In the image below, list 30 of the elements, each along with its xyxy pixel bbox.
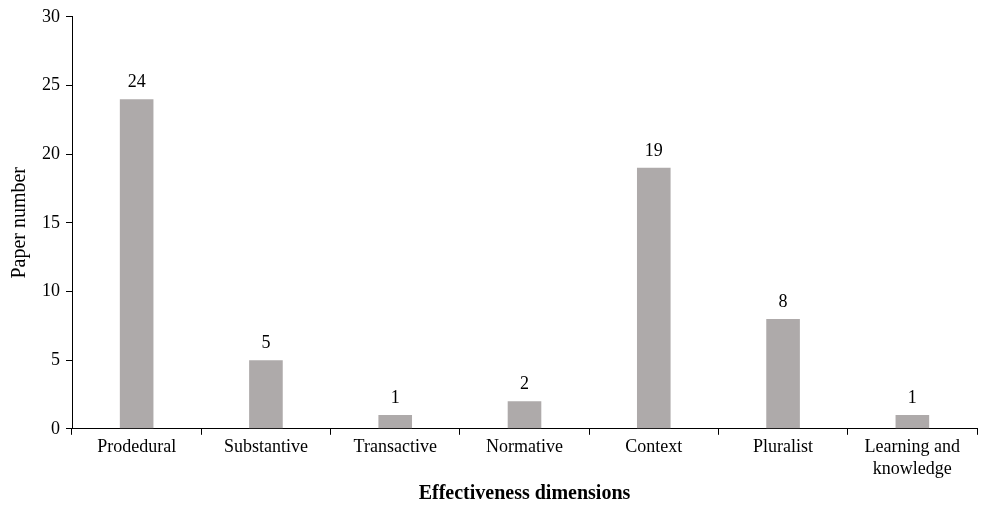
- y-tick-label: 30: [42, 5, 60, 26]
- data-label: 1: [390, 386, 400, 407]
- x-tick-label: Learning and knowledge: [864, 436, 961, 478]
- x-tick-label: Context: [625, 436, 683, 457]
- data-label: 24: [127, 70, 146, 91]
- bar: [766, 318, 800, 429]
- y-axis-title: Paper number: [7, 166, 31, 279]
- bar: [636, 167, 671, 429]
- x-tick-label: Normative: [486, 436, 563, 457]
- data-label: 1: [907, 386, 917, 407]
- y-tick-label: 10: [42, 280, 60, 301]
- x-axis-title: Effectiveness dimensions: [418, 481, 631, 504]
- bar: [895, 415, 930, 429]
- data-label: 8: [778, 290, 788, 311]
- x-tick-label: Substantive: [223, 436, 308, 457]
- x-tick-label: Transactive: [353, 436, 437, 457]
- bar: [119, 99, 154, 429]
- data-label: 19: [644, 139, 663, 160]
- y-tick-label: 20: [42, 142, 60, 163]
- x-tick-label: Pluralist: [753, 436, 814, 457]
- y-tick-label: 0: [51, 417, 60, 438]
- x-tick-label: Prodedural: [97, 436, 177, 457]
- data-label: 2: [520, 373, 529, 394]
- data-label: 5: [261, 331, 271, 352]
- bar: [378, 415, 413, 429]
- bar: [507, 401, 542, 429]
- y-tick-label: 25: [42, 74, 60, 95]
- y-tick-label: 15: [42, 211, 60, 232]
- y-tick-label: 5: [51, 348, 60, 369]
- bar: [249, 360, 283, 429]
